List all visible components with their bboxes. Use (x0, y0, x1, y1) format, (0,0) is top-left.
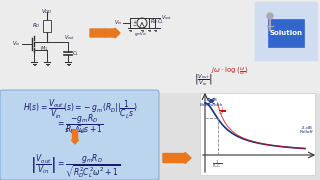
Text: $\frac{1}{\sqrt{2}}$: $\frac{1}{\sqrt{2}}$ (219, 106, 226, 117)
Text: $j\omega \cdot \log\left(\frac{\omega}{\omega}\right)$: $j\omega \cdot \log\left(\frac{\omega}{\… (212, 66, 249, 78)
Text: -3-dB
Rolloff: -3-dB Rolloff (300, 126, 314, 134)
Text: -3-dB
Bandwidth: -3-dB Bandwidth (199, 98, 223, 107)
Bar (0, 0, 320, 92)
Circle shape (267, 13, 273, 19)
Text: $C_L$: $C_L$ (157, 18, 164, 26)
Text: $V_{out}$: $V_{out}$ (161, 14, 172, 22)
Bar (43, 20, 51, 32)
Text: $V_{in}$: $V_{in}$ (114, 19, 122, 27)
Text: $= \dfrac{-g_m R_D}{R_D C_L s + 1}$: $= \dfrac{-g_m R_D}{R_D C_L s + 1}$ (56, 112, 104, 136)
Text: $V_{DD}$: $V_{DD}$ (41, 7, 53, 16)
Bar (200, 93, 315, 175)
Text: $C_L$: $C_L$ (72, 50, 79, 59)
Text: $g_m V_{in}$: $g_m V_{in}$ (134, 30, 146, 38)
Text: $V_{in}$: $V_{in}$ (12, 40, 20, 48)
Text: $+$: $+$ (132, 17, 138, 26)
Text: $H(s) = \dfrac{V_{out}}{V_{in}}(s) = -g_m(R_D || \dfrac{1}{C_L s})$: $H(s) = \dfrac{V_{out}}{V_{in}}(s) = -g_… (23, 98, 137, 121)
Text: $M_1$: $M_1$ (40, 45, 48, 53)
Text: $\frac{1}{R_D C_L}$: $\frac{1}{R_D C_L}$ (212, 159, 223, 171)
Text: $R_D$: $R_D$ (150, 18, 158, 26)
FancyBboxPatch shape (0, 90, 159, 180)
Text: $V_{out}$: $V_{out}$ (64, 33, 75, 42)
FancyArrow shape (71, 130, 78, 144)
Text: $\left|\dfrac{V_{out}}{V_{in}}\right| = \dfrac{g_m R_D}{\sqrt{R_D^2 C_L^2 \omega: $\left|\dfrac{V_{out}}{V_{in}}\right| = … (30, 152, 120, 180)
Text: $-$: $-$ (132, 22, 138, 28)
Text: $R_D$: $R_D$ (32, 22, 41, 30)
FancyArrow shape (163, 152, 191, 163)
Text: $\left|\dfrac{V_{out}}{V_{in}}\right|$: $\left|\dfrac{V_{out}}{V_{in}}\right|$ (194, 73, 212, 88)
Text: $s = j\omega$: $s = j\omega$ (64, 125, 86, 135)
Bar (268, 19, 304, 47)
Bar (255, 2, 317, 60)
FancyArrow shape (90, 28, 120, 38)
Text: Solution: Solution (269, 30, 302, 36)
